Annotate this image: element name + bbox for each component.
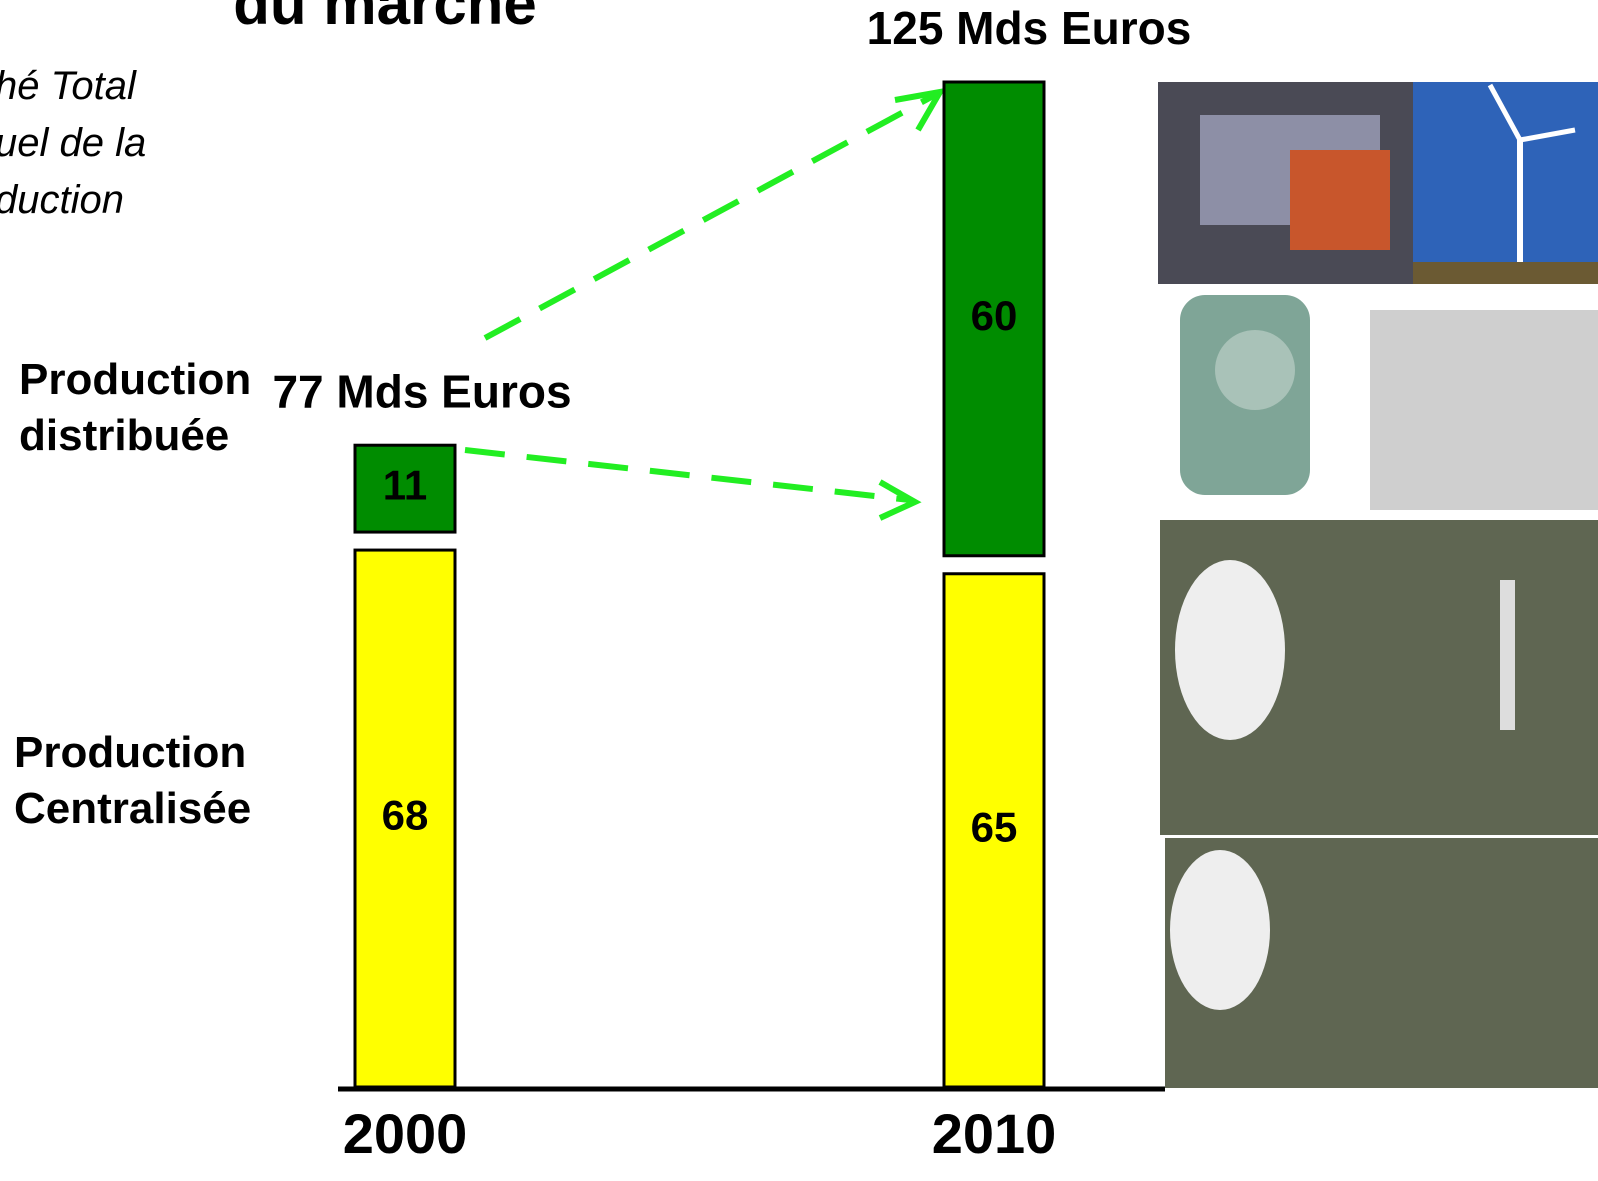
series-label: Production Centralisée [14,728,252,833]
series-label: Production distribuée [19,355,252,460]
bar-segment [353,443,457,534]
total-label: 125 Mds Euros [867,2,1192,54]
side-text: uel de la [0,121,147,165]
bar-segment [942,572,1046,1089]
x-tick-label: 2000 [343,1102,468,1165]
bar-segment [942,80,1046,558]
bar-segment [353,548,457,1089]
value-label: 60 [971,292,1018,339]
arrows [464,87,946,521]
side-text: hé Total [0,64,136,108]
value-label: 11 [383,462,427,509]
side-text: duction [0,178,124,222]
photos [1158,82,1598,1088]
x-tick-label: 2010 [932,1102,1057,1165]
value-label: 65 [971,803,1018,850]
chart-title: du marché [233,0,536,37]
total-label: 77 Mds Euros [272,365,571,417]
value-label: 68 [382,792,429,839]
